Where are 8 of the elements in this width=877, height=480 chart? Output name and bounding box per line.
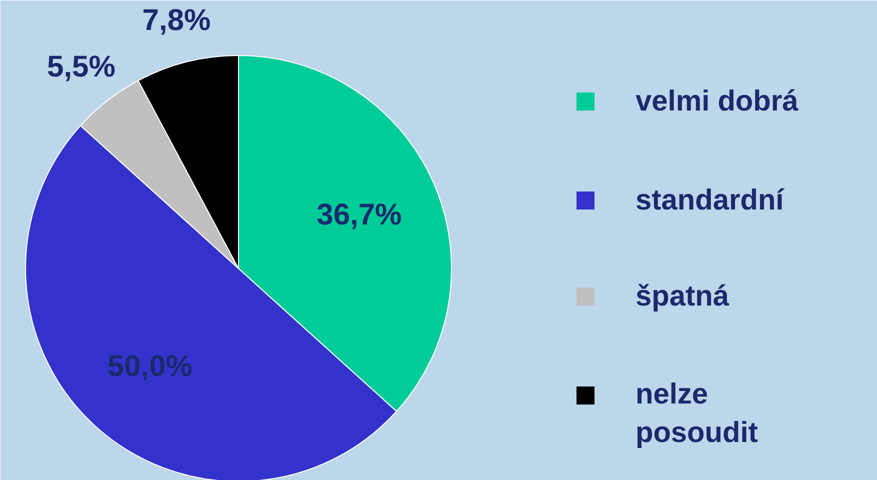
- legend-label: velmi dobrá: [636, 86, 800, 118]
- data-label: 5,5%: [47, 50, 116, 84]
- data-label: 7,8%: [142, 4, 211, 38]
- legend-label: standardní: [636, 184, 785, 216]
- data-label: 36,7%: [316, 198, 402, 232]
- legend-label: nelze posoudit: [636, 378, 758, 449]
- data-label: 50,0%: [107, 350, 192, 383]
- legend-label: špatná: [636, 280, 730, 312]
